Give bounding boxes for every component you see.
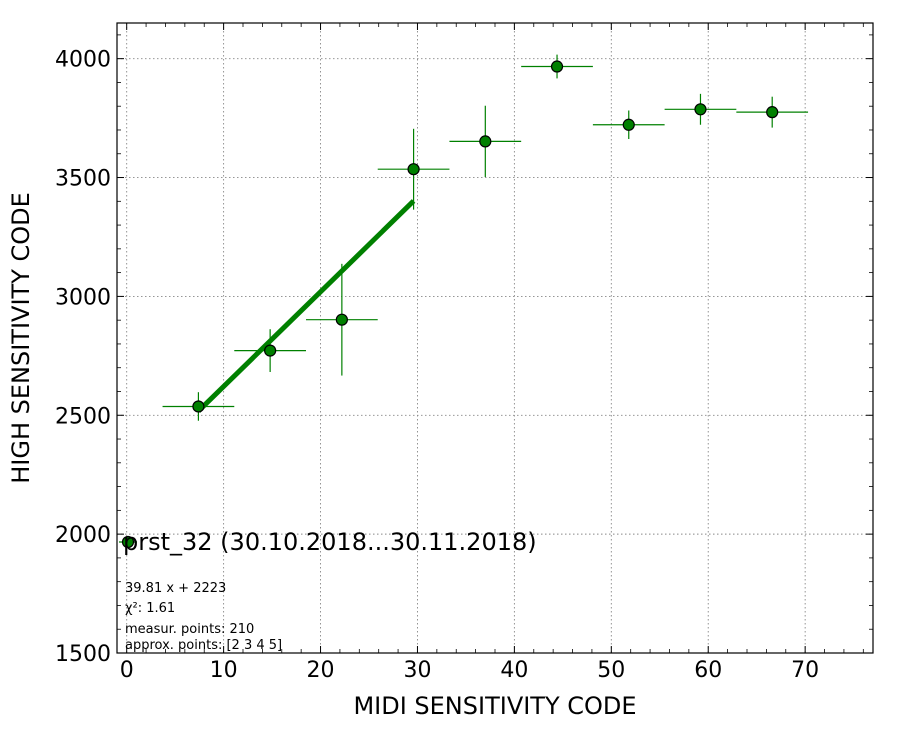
fit-chi-square: χ²: 1.61 <box>125 601 175 616</box>
x-tick-label: 50 <box>597 658 625 683</box>
axis-ticks: 0 10 20 30 40 50 60 70 1500 2000 2500 3000 3500 4000 <box>55 23 873 683</box>
data-point <box>521 54 593 79</box>
x-tick-label: 0 <box>120 658 134 683</box>
y-tick-label: 2000 <box>55 523 111 548</box>
legend: prst_32 (30.10.2018...30.11.2018) <box>119 528 537 556</box>
x-tick-label: 60 <box>694 658 722 683</box>
x-tick-label: 70 <box>791 658 819 683</box>
data-point <box>736 96 809 128</box>
data-point <box>449 105 522 178</box>
plot-frame <box>116 22 874 654</box>
point-marker <box>335 313 348 326</box>
y-axis-label: HIGH SENSITIVITY CODE <box>7 192 35 484</box>
point-marker <box>550 60 564 73</box>
fit-equation: 39.81 x + 2223 <box>125 581 226 596</box>
grid <box>117 23 873 653</box>
data-point <box>306 263 378 376</box>
fit-annotations: 39.81 x + 2223 χ²: 1.61 measur. points: … <box>125 581 282 653</box>
point-marker <box>479 135 492 148</box>
data-point <box>162 392 235 421</box>
data-point <box>377 128 450 210</box>
data-points <box>162 54 809 421</box>
y-tick-label: 3000 <box>55 285 111 310</box>
y-tick-label: 3500 <box>55 167 111 192</box>
y-tick-label: 4000 <box>55 48 111 73</box>
data-point <box>592 110 665 140</box>
x-tick-label: 30 <box>403 658 431 683</box>
x-tick-label: 20 <box>307 658 335 683</box>
x-axis-label: MIDI SENSITIVITY CODE <box>353 692 636 720</box>
y-tick-label: 2500 <box>55 404 111 429</box>
data-point <box>234 329 306 372</box>
fit-line <box>196 199 416 413</box>
point-marker <box>407 163 420 176</box>
x-tick-label: 40 <box>500 658 528 683</box>
point-marker <box>622 118 635 131</box>
approximation-points: approx. points: [2 3 4 5] <box>125 638 282 653</box>
point-marker <box>694 103 707 116</box>
data-point <box>664 93 737 125</box>
y-tick-label: 1500 <box>55 642 111 667</box>
point-marker <box>264 344 277 357</box>
legend-marker <box>121 535 135 549</box>
legend-label: prst_32 (30.10.2018...30.11.2018) <box>123 528 537 556</box>
point-marker <box>766 106 779 119</box>
x-tick-label: 10 <box>210 658 238 683</box>
point-marker <box>192 400 205 413</box>
measurement-points-count: measur. points: 210 <box>125 622 254 637</box>
fit-line-group <box>196 199 416 413</box>
